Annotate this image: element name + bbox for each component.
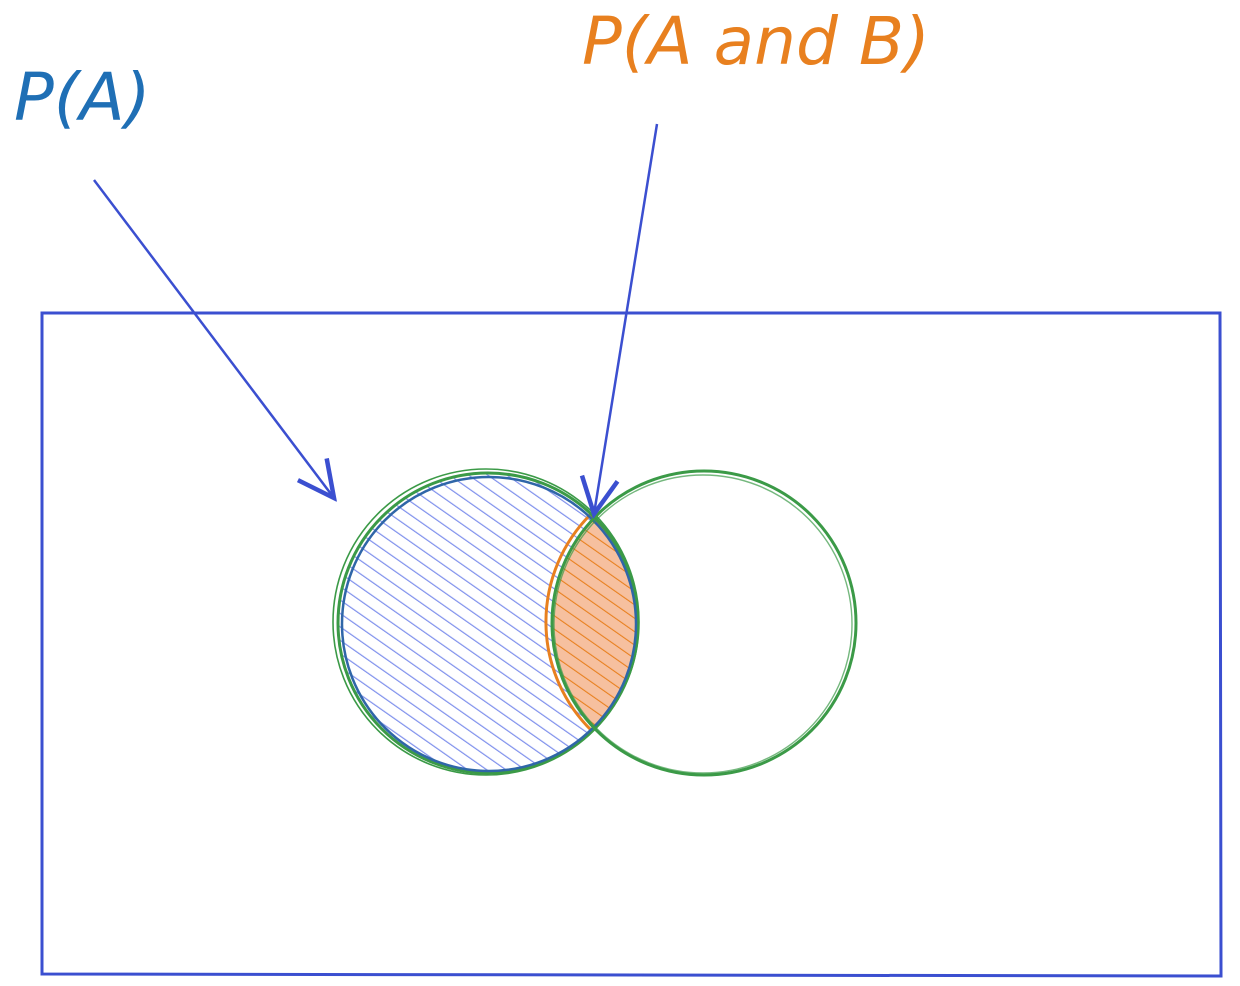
circle-a-inner-outline [340, 475, 638, 773]
label-p-a-and-b: P(A and B) [582, 3, 930, 80]
arrow-to-intersection [594, 123, 659, 514]
circle-a-sketch-outline [332, 468, 640, 776]
circle-b-sketch-outline [553, 474, 853, 774]
arrow-to-a [93, 179, 334, 498]
circle-a-outline [336, 471, 640, 775]
sample-space-frame [40, 311, 1223, 978]
circle-b-outline [550, 469, 858, 777]
label-p-a: P(A) [14, 59, 150, 136]
